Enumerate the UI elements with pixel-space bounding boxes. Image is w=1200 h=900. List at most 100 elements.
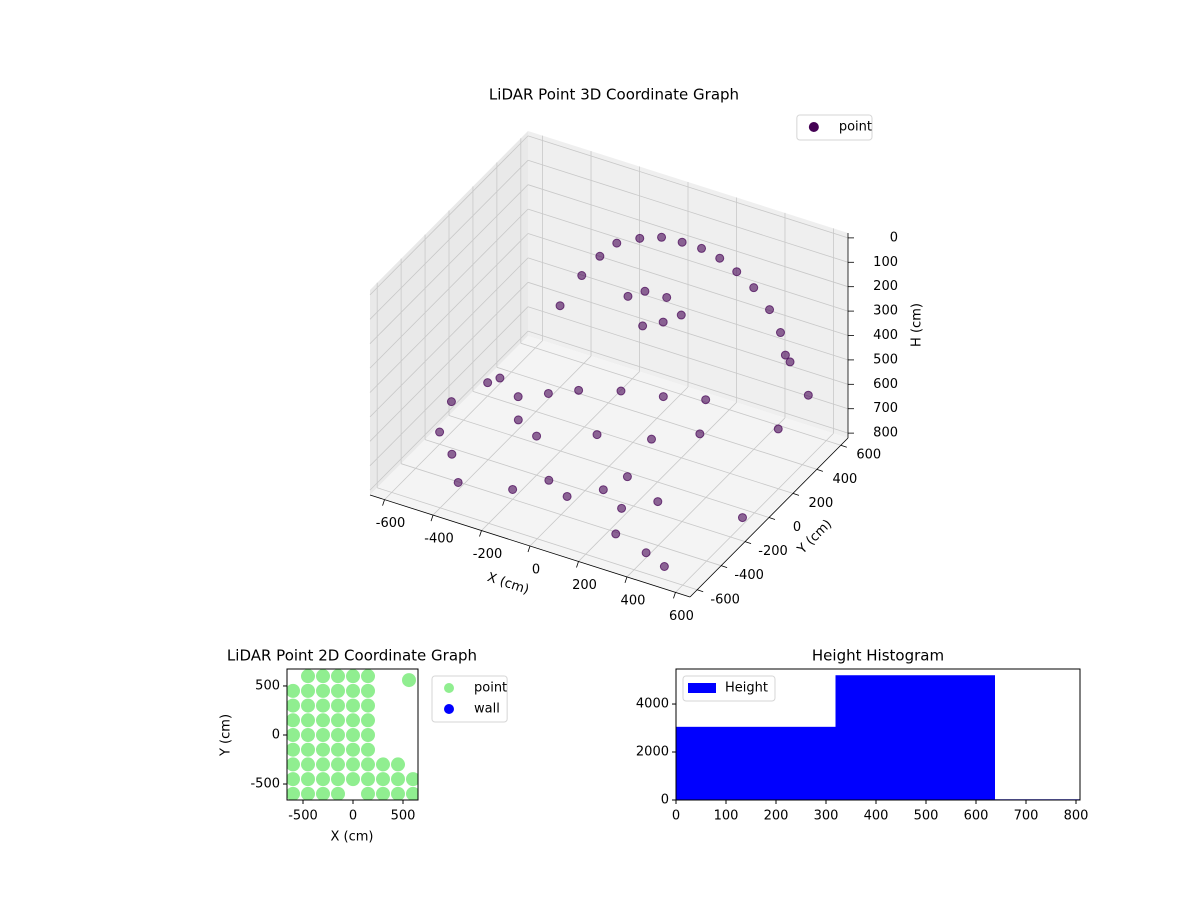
point bbox=[532, 431, 542, 441]
grid-line bbox=[377, 487, 698, 591]
y-tick-label: 0 bbox=[661, 793, 669, 808]
point bbox=[301, 713, 315, 728]
tick-mark bbox=[624, 576, 628, 584]
grid-line bbox=[369, 135, 529, 296]
x-tick-label: 100 bbox=[714, 809, 739, 824]
legend-swatch bbox=[688, 683, 716, 693]
point bbox=[346, 669, 360, 684]
point bbox=[301, 742, 315, 757]
point bbox=[611, 529, 621, 539]
point bbox=[301, 772, 315, 787]
point bbox=[301, 786, 315, 800]
point bbox=[316, 713, 330, 728]
point bbox=[346, 757, 360, 772]
axis-line bbox=[369, 494, 691, 598]
tick-mark bbox=[697, 589, 704, 593]
point bbox=[361, 757, 375, 772]
grid-line bbox=[369, 233, 529, 393]
z-tick-label: 600 bbox=[873, 377, 898, 392]
point bbox=[346, 727, 360, 742]
grid-line bbox=[424, 439, 746, 542]
point bbox=[453, 477, 463, 487]
point bbox=[391, 786, 405, 800]
tick-mark bbox=[430, 514, 434, 522]
grid-line bbox=[527, 306, 849, 410]
point bbox=[331, 727, 345, 742]
grid-line bbox=[472, 391, 794, 494]
grid-line bbox=[520, 342, 841, 446]
point bbox=[555, 301, 565, 311]
z-axis-label: H (cm) bbox=[910, 303, 925, 347]
point bbox=[331, 742, 345, 757]
tick-mark bbox=[792, 493, 800, 496]
tick-mark bbox=[479, 530, 482, 537]
point bbox=[574, 385, 584, 395]
chart-title: Height Histogram bbox=[812, 647, 944, 665]
point bbox=[677, 237, 687, 247]
y-tick-label: -200 bbox=[758, 544, 788, 559]
y-tick-label: 600 bbox=[856, 448, 881, 463]
point bbox=[301, 669, 315, 684]
point bbox=[316, 683, 330, 698]
point bbox=[638, 321, 648, 331]
point bbox=[653, 497, 663, 507]
point bbox=[376, 772, 390, 787]
grid-line bbox=[369, 330, 529, 491]
x-tick-label: 200 bbox=[572, 578, 597, 593]
point bbox=[287, 713, 300, 728]
point bbox=[508, 484, 518, 494]
point bbox=[640, 286, 650, 296]
x-tick-label: -200 bbox=[473, 547, 503, 562]
point bbox=[406, 772, 418, 787]
tick-mark bbox=[840, 444, 847, 448]
point bbox=[287, 742, 300, 757]
chart-title: LiDAR Point 3D Coordinate Graph bbox=[489, 86, 739, 104]
legend-marker bbox=[808, 122, 819, 132]
y-tick-label: 0 bbox=[793, 520, 801, 535]
legend-marker bbox=[444, 704, 454, 714]
y-tick-label: 0 bbox=[272, 727, 280, 742]
point bbox=[775, 328, 785, 338]
point bbox=[331, 772, 345, 787]
point bbox=[749, 283, 759, 293]
point bbox=[331, 698, 345, 713]
z-tick-label: 700 bbox=[873, 401, 898, 416]
y-tick-label: 200 bbox=[809, 496, 834, 511]
x-tick-label: 400 bbox=[621, 593, 646, 608]
point bbox=[447, 449, 457, 459]
x-tick-label: 700 bbox=[1014, 809, 1039, 824]
point bbox=[617, 503, 627, 513]
point bbox=[598, 485, 608, 495]
point bbox=[361, 698, 375, 713]
point bbox=[544, 475, 554, 485]
plot-area bbox=[676, 675, 1080, 800]
point bbox=[803, 390, 813, 400]
point bbox=[715, 253, 725, 263]
y-axis-label: Y (cm) bbox=[219, 714, 234, 757]
point bbox=[346, 698, 360, 713]
point bbox=[495, 373, 505, 383]
point bbox=[316, 757, 330, 772]
z-tick-label: 300 bbox=[873, 304, 898, 319]
point bbox=[612, 238, 622, 248]
point bbox=[483, 378, 493, 388]
x-tick-label: 0 bbox=[349, 809, 357, 824]
point bbox=[732, 267, 742, 277]
grid-line bbox=[527, 184, 849, 288]
point bbox=[301, 727, 315, 742]
legend: point bbox=[796, 114, 873, 141]
point bbox=[316, 698, 330, 713]
point bbox=[361, 669, 375, 684]
grid-line bbox=[527, 233, 849, 336]
plot-area bbox=[287, 669, 418, 800]
point bbox=[391, 757, 405, 772]
tick-mark bbox=[744, 541, 752, 544]
z-tick-label: 400 bbox=[873, 328, 898, 343]
tick-mark bbox=[720, 565, 728, 569]
grid-line bbox=[369, 208, 529, 369]
x-tick-label: 300 bbox=[814, 809, 839, 824]
point bbox=[695, 429, 705, 439]
point bbox=[513, 392, 523, 402]
point bbox=[287, 698, 300, 713]
